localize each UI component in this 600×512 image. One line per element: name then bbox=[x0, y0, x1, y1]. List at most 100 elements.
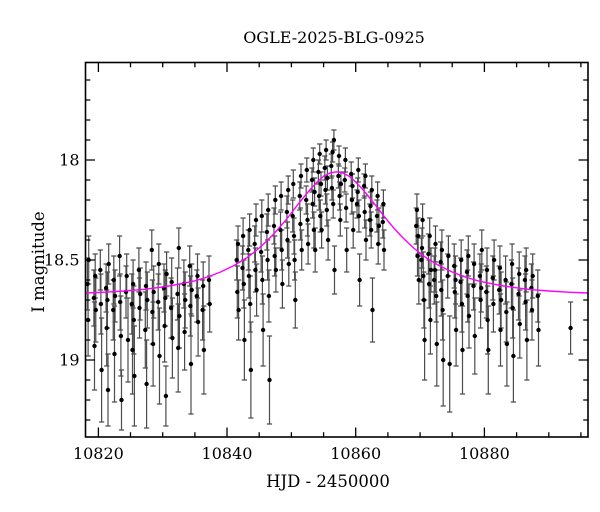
x-tick-label: 10860 bbox=[330, 444, 381, 463]
data-point bbox=[367, 217, 373, 223]
data-point bbox=[380, 219, 385, 225]
data-point bbox=[248, 301, 253, 307]
data-point bbox=[201, 283, 206, 289]
data-point bbox=[266, 293, 272, 299]
data-point bbox=[415, 233, 421, 239]
error-bar-path bbox=[84, 129, 574, 431]
data-point bbox=[195, 273, 200, 279]
data-point bbox=[150, 309, 155, 315]
data-point bbox=[498, 297, 504, 303]
data-point bbox=[188, 361, 194, 367]
data-point bbox=[349, 197, 355, 203]
data-point bbox=[440, 307, 445, 313]
data-point bbox=[415, 253, 420, 259]
data-point bbox=[466, 313, 472, 319]
data-point bbox=[338, 181, 344, 187]
data-point bbox=[254, 287, 259, 293]
data-point bbox=[323, 147, 329, 153]
data-point bbox=[354, 201, 360, 207]
data-point bbox=[484, 289, 489, 295]
data-point bbox=[112, 351, 117, 357]
data-point bbox=[530, 273, 535, 279]
data-point bbox=[517, 271, 522, 277]
data-point bbox=[291, 181, 296, 187]
data-point bbox=[491, 301, 496, 307]
data-point bbox=[177, 313, 182, 319]
data-point bbox=[92, 343, 97, 349]
data-point bbox=[434, 293, 439, 299]
data-point bbox=[316, 193, 322, 199]
data-point bbox=[187, 263, 192, 269]
data-point bbox=[129, 301, 134, 307]
data-point bbox=[357, 277, 362, 283]
data-point bbox=[143, 327, 148, 333]
data-point bbox=[98, 301, 104, 307]
data-point bbox=[105, 297, 110, 303]
data-point bbox=[194, 293, 199, 299]
data-point bbox=[246, 273, 252, 279]
data-point bbox=[286, 261, 291, 267]
data-point bbox=[151, 289, 156, 295]
data-point bbox=[273, 267, 279, 273]
data-point bbox=[91, 295, 97, 301]
data-point bbox=[343, 157, 348, 163]
data-point bbox=[291, 233, 297, 239]
data-point bbox=[242, 337, 247, 343]
error-bars bbox=[84, 129, 574, 431]
data-point bbox=[497, 287, 502, 293]
data-point bbox=[309, 177, 315, 183]
axis-ticks bbox=[85, 62, 588, 437]
data-point bbox=[428, 317, 433, 323]
data-point bbox=[144, 381, 149, 387]
data-point bbox=[240, 233, 246, 239]
data-point bbox=[479, 247, 484, 253]
data-point bbox=[529, 307, 535, 313]
data-point bbox=[324, 207, 329, 213]
data-point bbox=[293, 297, 298, 303]
x-tick-label: 10880 bbox=[459, 444, 510, 463]
data-point bbox=[106, 261, 111, 267]
data-point bbox=[535, 293, 540, 299]
data-point bbox=[311, 227, 317, 233]
data-point bbox=[439, 287, 444, 293]
data-point bbox=[318, 213, 323, 219]
data-point bbox=[381, 201, 386, 207]
data-point bbox=[453, 327, 459, 333]
data-point bbox=[304, 167, 309, 173]
data-point bbox=[157, 353, 162, 359]
data-point bbox=[322, 165, 327, 171]
data-point bbox=[253, 217, 259, 223]
data-point bbox=[156, 261, 161, 267]
data-point bbox=[260, 327, 266, 333]
data-point bbox=[504, 309, 509, 315]
data-point bbox=[432, 267, 438, 273]
data-point bbox=[421, 297, 427, 303]
data-point bbox=[419, 245, 425, 251]
data-point bbox=[484, 267, 490, 273]
data-point bbox=[486, 347, 491, 353]
data-point bbox=[509, 261, 515, 267]
data-point bbox=[434, 341, 439, 347]
data-point bbox=[355, 189, 360, 195]
data-point bbox=[132, 373, 137, 379]
data-point bbox=[104, 325, 109, 331]
data-point bbox=[336, 173, 341, 179]
plot-frame bbox=[84, 61, 589, 438]
data-point bbox=[331, 137, 337, 143]
data-point bbox=[163, 393, 169, 399]
data-point bbox=[458, 279, 463, 285]
data-point bbox=[459, 257, 464, 263]
y-tick-label: 18 bbox=[59, 151, 79, 170]
data-point bbox=[299, 247, 304, 253]
data-point bbox=[248, 367, 254, 373]
data-point bbox=[460, 347, 465, 353]
data-point bbox=[156, 299, 161, 305]
data-point bbox=[452, 289, 457, 295]
data-point bbox=[236, 307, 241, 313]
data-point bbox=[439, 247, 445, 253]
data-point bbox=[330, 149, 335, 155]
tick-labels: 10820 10840 10860 10880 18 18.5 19 bbox=[44, 151, 510, 464]
data-point bbox=[240, 265, 245, 271]
data-point bbox=[124, 273, 129, 279]
data-point bbox=[420, 217, 425, 223]
